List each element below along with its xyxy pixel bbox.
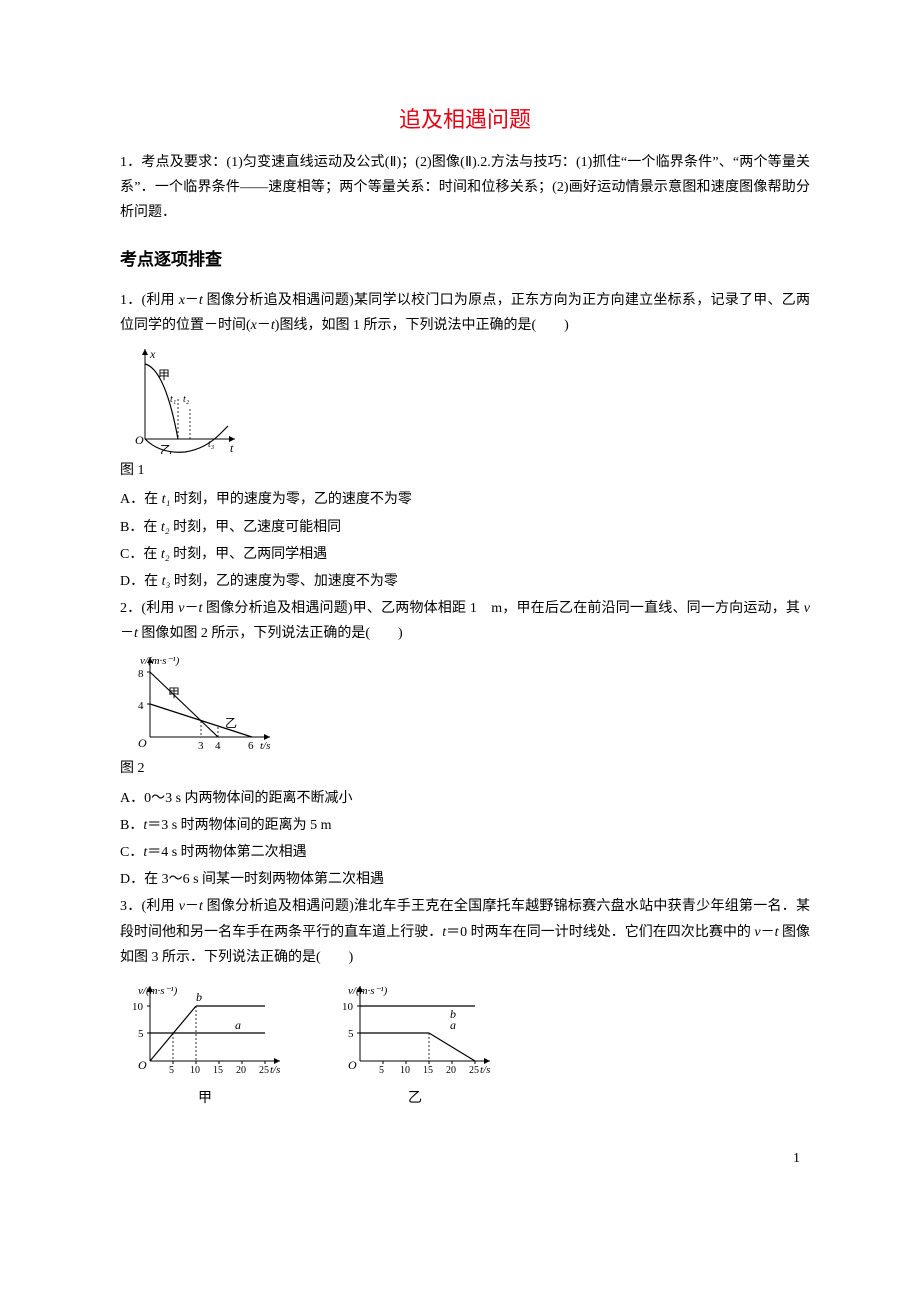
- q2-optA: A．0～3 s 内两物体间的距离不断减小: [120, 786, 810, 811]
- a-label: a: [235, 1018, 241, 1032]
- xtick-25: 25: [259, 1065, 269, 1076]
- t-axis-label: t: [230, 441, 234, 454]
- text: ＝4 s 时两物体第二次相遇: [147, 845, 306, 860]
- origin-label: O: [348, 1058, 357, 1072]
- figure-1: O x t 甲 乙 t₁ t₂ t₃: [120, 344, 810, 454]
- ytick-10: 10: [342, 1001, 354, 1013]
- q1-optD: D．在 t₃ 时刻，乙的速度为零、加速度不为零: [120, 569, 810, 594]
- q2-optB: B．t＝3 s 时两物体间的距离为 5 m: [120, 813, 810, 838]
- var-v: v: [804, 601, 810, 616]
- var-v: v: [754, 925, 760, 940]
- text: B．: [120, 818, 143, 833]
- q2-optC: C．t＝4 s 时两物体第二次相遇: [120, 840, 810, 865]
- y-label: v/(m·s⁻¹): [140, 655, 180, 667]
- q3-stem: 3．(利用 v－t 图像分析追及相遇问题)淮北车手王克在全国摩托车越野锦标赛六盘…: [120, 894, 810, 970]
- xtick-5: 5: [169, 1065, 174, 1076]
- q2-stem: 2．(利用 v－t 图像分析追及相遇问题)甲、乙两物体相距 1 m，甲在后乙在前…: [120, 596, 810, 646]
- var-x: x: [179, 293, 185, 308]
- section-heading: 考点逐项排查: [120, 245, 810, 276]
- x-axis-label: x: [149, 347, 156, 361]
- ytick-10: 10: [132, 1001, 144, 1013]
- text: D．在: [120, 574, 162, 589]
- var-v: v: [179, 899, 185, 914]
- var-x: x: [251, 318, 257, 333]
- yi-label: 乙: [225, 716, 237, 730]
- q2-optD: D．在 3～6 s 间某一时刻两物体第二次相遇: [120, 867, 810, 892]
- text: 时刻，甲的速度为零，乙的速度不为零: [170, 492, 412, 507]
- xtick-15: 15: [423, 1065, 433, 1076]
- var: t₂: [161, 520, 170, 535]
- fig3-jia-caption: 甲: [120, 1086, 290, 1111]
- var-v: v: [178, 601, 184, 616]
- xtick-25: 25: [469, 1065, 479, 1076]
- x-label: t/s: [270, 1064, 280, 1076]
- var: t₂: [161, 547, 170, 562]
- text: 2．(利用: [120, 601, 178, 616]
- y-label: v/(m·s⁻¹): [348, 985, 388, 997]
- origin-label: O: [138, 1058, 147, 1072]
- xtick-15: 15: [213, 1065, 223, 1076]
- t1-label: t₁: [170, 394, 176, 405]
- figure-3-row: 10 5 5 10 15 20 25: [120, 976, 810, 1111]
- xtick-4: 4: [215, 740, 221, 752]
- doc-title: 追及相遇问题: [120, 100, 810, 140]
- fig3-jia-svg: 10 5 5 10 15 20 25: [120, 976, 290, 1086]
- jia-label: 甲: [158, 368, 170, 382]
- xtick-10: 10: [400, 1065, 410, 1076]
- fig1-svg: O x t 甲 乙 t₁ t₂ t₃: [120, 344, 240, 454]
- text: 3．(利用: [120, 899, 179, 914]
- text: 时刻，甲、乙两同学相遇: [170, 547, 328, 562]
- xtick-3: 3: [198, 740, 204, 752]
- xtick-20: 20: [236, 1065, 246, 1076]
- text: ＝0 时两车在同一计时线处．它们在四次比赛中的: [446, 925, 754, 940]
- fig3-jia: 10 5 5 10 15 20 25: [120, 976, 290, 1111]
- q1-optB: B．在 t₂ 时刻，甲、乙速度可能相同: [120, 515, 810, 540]
- figure-2: 8 4 3 4 6 O v/(m·s⁻¹) t/s 甲 乙: [120, 652, 810, 752]
- jia-label: 甲: [168, 686, 180, 700]
- x-label: t/s: [480, 1064, 490, 1076]
- text: B．在: [120, 520, 161, 535]
- xtick-10: 10: [190, 1065, 200, 1076]
- xtick-6: 6: [248, 740, 254, 752]
- fig2-svg: 8 4 3 4 6 O v/(m·s⁻¹) t/s 甲 乙: [120, 652, 280, 752]
- ytick-4: 4: [138, 700, 144, 712]
- page-number: 1: [793, 1146, 800, 1171]
- text: C．在: [120, 547, 161, 562]
- y-label: v/(m·s⁻¹): [138, 985, 178, 997]
- fig3-yi: 10 5 5 10 15 20 25 O v/(m·s⁻: [330, 976, 500, 1111]
- text: 图像如图 2 所示，下列说法正确的是( ): [138, 626, 403, 641]
- fig2-caption: 图 2: [120, 756, 810, 781]
- intro-paragraph: 1．考点及要求：(1)匀变速直线运动及公式(Ⅱ)；(2)图像(Ⅱ).2.方法与技…: [120, 150, 810, 226]
- xtick-20: 20: [446, 1065, 456, 1076]
- text: 时刻，乙的速度为零、加速度不为零: [170, 574, 398, 589]
- yi-label: 乙: [160, 443, 172, 454]
- text: A．在: [120, 492, 162, 507]
- text: ＝3 s 时两物体间的距离为 5 m: [147, 818, 331, 833]
- origin-label: O: [138, 736, 147, 750]
- fig3-yi-caption: 乙: [330, 1086, 500, 1111]
- text: 图像分析追及相遇问题)甲、乙两物体相距 1 m，甲在后乙在前沿同一直线、同一方向…: [202, 601, 803, 616]
- q1-optC: C．在 t₂ 时刻，甲、乙两同学相遇: [120, 542, 810, 567]
- b-label: b: [196, 990, 202, 1004]
- ytick-5: 5: [138, 1028, 144, 1040]
- fig3-yi-svg: 10 5 5 10 15 20 25 O v/(m·s⁻: [330, 976, 500, 1086]
- x-label: t/s: [260, 740, 270, 752]
- b-label: b: [450, 1007, 456, 1021]
- ytick-5: 5: [348, 1028, 354, 1040]
- ytick-8: 8: [138, 668, 144, 680]
- q1-stem: 1．(利用 x－t 图像分析追及相遇问题)某同学以校门口为原点，正东方向为正方向…: [120, 288, 810, 338]
- origin-label: O: [135, 433, 144, 447]
- xtick-5: 5: [379, 1065, 384, 1076]
- text: C．: [120, 845, 143, 860]
- q1-optA: A．在 t₁ 时刻，甲的速度为零，乙的速度不为零: [120, 487, 810, 512]
- page: 追及相遇问题 1．考点及要求：(1)匀变速直线运动及公式(Ⅱ)；(2)图像(Ⅱ)…: [0, 0, 920, 1211]
- text: )图线，如图 1 所示，下列说法中正确的是( ): [275, 318, 569, 333]
- t3-label: t₃: [208, 439, 215, 450]
- t2-label: t₂: [183, 394, 190, 405]
- fig1-caption: 图 1: [120, 458, 810, 483]
- text: 时刻，甲、乙速度可能相同: [170, 520, 342, 535]
- text: 1．(利用: [120, 293, 179, 308]
